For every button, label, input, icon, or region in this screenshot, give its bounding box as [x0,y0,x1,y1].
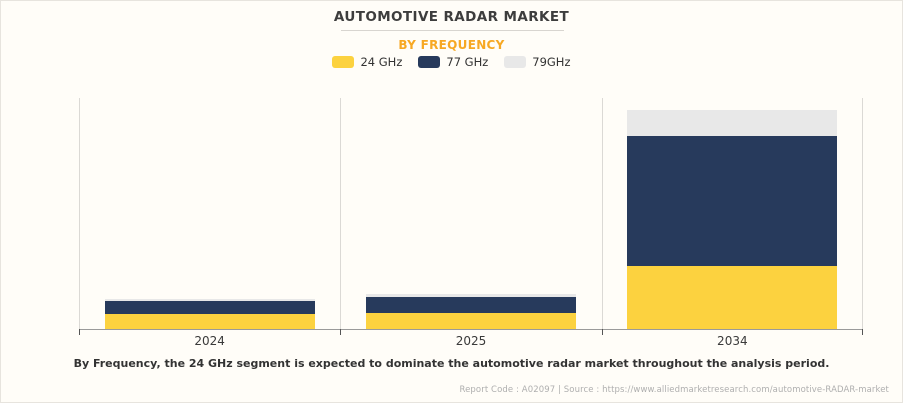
legend-swatch-79ghz-icon [504,56,527,68]
bar-segment-2024-79ghz [104,299,315,301]
category-gridline [602,98,603,329]
x-axis-label-2025: 2025 [455,334,487,348]
bar-segment-2025-77ghz [366,297,576,313]
legend-swatch-77ghz-icon [418,56,441,68]
x-axis-tick [340,329,341,335]
chart-title: AUTOMOTIVE RADAR MARKET [333,9,570,25]
bar-segment-2034-77ghz [627,136,838,266]
category-gridline [79,98,80,329]
x-axis-tick [602,329,603,335]
legend-label-79ghz: 79GHz [532,55,571,69]
plot-area: 2024 2025 2034 [79,98,863,348]
x-axis-label-2034: 2034 [717,334,748,348]
x-axis-tick [79,329,80,335]
bar-2024 [104,299,315,329]
legend: 24 GHz 77 GHz 79GHz [1,55,902,69]
category-gridline [340,98,341,329]
bar-segment-2024-77ghz [104,301,315,314]
legend-item-77ghz: 77 GHz [418,55,488,69]
footer-source-text: Report Code : A02097 | Source : https://… [459,385,889,395]
legend-swatch-24ghz-icon [332,56,355,68]
legend-label-77ghz: 77 GHz [446,55,489,69]
bar-segment-2025-79ghz [366,294,576,297]
bar-segment-2034-24ghz [627,266,838,329]
bar-2025 [366,294,576,329]
chart-caption: By Frequency, the 24 GHz segment is expe… [73,357,830,370]
legend-item-79ghz: 79GHz [504,55,571,69]
bar-segment-2024-24ghz [104,314,315,329]
category-gridline [862,98,863,329]
legend-item-24ghz: 24 GHz [332,55,402,69]
legend-label-24ghz: 24 GHz [360,55,403,69]
bar-2034 [627,110,838,329]
title-underline [341,30,564,31]
x-axis-tick [862,329,863,335]
chart-subtitle: BY FREQUENCY [398,38,505,52]
bar-segment-2034-79ghz [627,110,838,136]
x-axis-label-2024: 2024 [194,334,225,348]
bar-segment-2025-24ghz [366,313,576,329]
